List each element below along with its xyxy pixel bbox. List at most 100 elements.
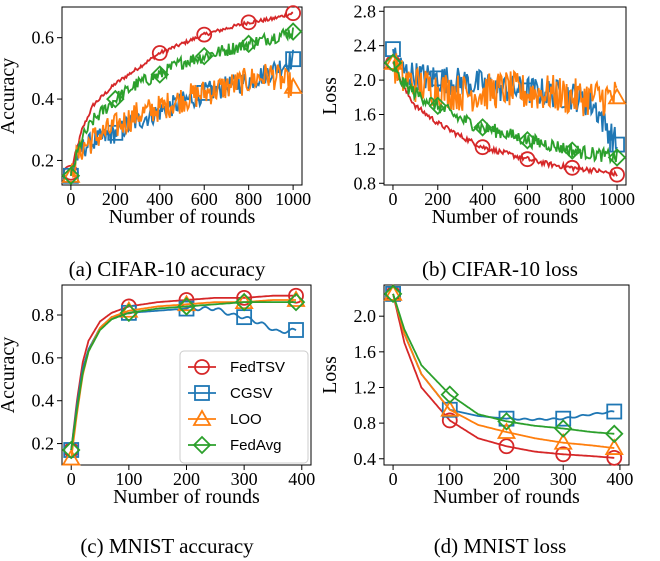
marker-diamond	[383, 284, 403, 304]
marker-triangle	[61, 165, 81, 183]
marker-diamond	[177, 297, 196, 316]
y-tick-label: 2.4	[354, 36, 377, 56]
x-tick-label: 300	[550, 469, 577, 489]
x-tick-label: 0	[389, 469, 398, 489]
caption-c: (c) MNIST accuracy	[80, 534, 254, 558]
axes-frame	[61, 6, 303, 186]
legend-box	[179, 350, 309, 464]
legend-label-cgsv: CGSV	[230, 385, 273, 402]
marker-diamond	[604, 424, 624, 444]
y-tick-label: 0.8	[354, 173, 377, 193]
x-tick-label: 300	[231, 469, 258, 489]
y-axis-label: Loss	[319, 356, 341, 394]
series-line-fedavg	[70, 301, 296, 451]
y-tick-label: 2.8	[354, 1, 377, 21]
marker-diamond	[194, 46, 214, 66]
legend-label-fedtsv: FedTSV	[230, 359, 285, 376]
marker-triangle	[192, 409, 212, 426]
marker-circle	[519, 151, 536, 168]
marker-diamond	[234, 292, 254, 312]
marker-diamond	[428, 96, 448, 116]
y-tick-label: 0.8	[354, 413, 377, 433]
chart-panel-0: 0 200 400 600 800 1000 0.2 0.4 0.6 Number of roun…	[0, 5, 311, 228]
marker-square	[107, 124, 124, 141]
marker-circle	[564, 159, 581, 176]
marker-circle	[498, 438, 515, 455]
marker-diamond	[553, 419, 573, 438]
chart-panel-1: 0 200 400 600 800 1000 0.8 1.2 1.6 2.0 2.4 2.8 Numbe…	[319, 1, 635, 228]
marker-diamond	[106, 89, 125, 109]
marker-triangle	[607, 87, 627, 105]
marker-circle	[151, 45, 168, 61]
y-tick-label: 2.0	[354, 70, 377, 90]
series-line-fedtsv	[70, 11, 294, 173]
x-tick-label: 0	[67, 469, 76, 489]
x-tick-label: 0	[66, 189, 75, 209]
chart-panel-2: 0 100 200 300 400 0.2 0.4 0.6 0.8 Number of round…	[0, 284, 315, 508]
marker-diamond	[383, 53, 403, 73]
marker-diamond	[518, 131, 537, 150]
marker-circle	[555, 446, 572, 463]
x-tick-label: 400	[469, 189, 496, 209]
marker-diamond	[286, 292, 306, 312]
axes-frame	[383, 6, 627, 186]
series-line-fedavg	[70, 27, 294, 176]
marker-triangle	[383, 53, 403, 70]
y-tick-label: 0.2	[32, 150, 55, 170]
series-line-fedtsv	[392, 293, 615, 459]
marker-circle	[194, 359, 210, 375]
marker-triangle	[440, 399, 460, 417]
x-tick-label: 100	[115, 469, 142, 489]
x-tick-label: 400	[288, 469, 315, 489]
series-line-loo	[70, 63, 294, 178]
marker-triangle	[383, 284, 403, 301]
x-tick-label: 400	[146, 189, 173, 209]
x-tick-label: 600	[191, 189, 218, 209]
series-line-cgsv	[392, 293, 615, 422]
y-tick-label: 0.6	[32, 28, 55, 48]
series-line-loo	[70, 299, 296, 459]
series-line-fedavg	[392, 293, 615, 435]
y-tick-label: 0.4	[32, 391, 55, 411]
y-axis-label: Accuracy	[0, 58, 19, 135]
y-axis-label: Loss	[319, 77, 341, 115]
caption-d: (d) MNIST loss	[434, 534, 567, 558]
marker-triangle	[283, 76, 303, 94]
x-tick-label: 200	[102, 189, 129, 209]
x-tick-label: 400	[606, 469, 633, 489]
marker-triangle	[604, 438, 624, 455]
x-tick-label: 100	[436, 469, 463, 489]
marker-diamond	[119, 303, 139, 323]
x-tick-label: 200	[424, 189, 451, 209]
marker-triangle	[61, 448, 81, 466]
y-tick-label: 1.6	[354, 104, 377, 124]
marker-circle	[441, 412, 458, 429]
y-tick-label: 0.2	[32, 434, 55, 454]
marker-diamond	[283, 22, 303, 41]
marker-diamond	[61, 166, 81, 186]
caption-a: (a) CIFAR-10 accuracy	[69, 257, 266, 281]
x-tick-label: 1000	[599, 189, 635, 209]
marker-diamond	[497, 412, 516, 431]
marker-circle	[196, 26, 213, 43]
legend-label-loo: LOO	[230, 411, 262, 428]
x-axis-label: Number of rounds	[432, 206, 579, 228]
marker-circle	[285, 5, 302, 22]
y-axis-label: Accuracy	[0, 337, 19, 414]
x-tick-label: 1000	[275, 189, 311, 209]
y-tick-label: 2.0	[354, 306, 377, 326]
x-tick-label: 200	[493, 469, 520, 489]
legend: FedTSV CGSV LOO FedAvg	[179, 350, 309, 464]
marker-diamond	[473, 118, 492, 137]
marker-circle	[606, 449, 623, 466]
x-tick-label: 200	[173, 469, 200, 489]
x-tick-label: 800	[559, 189, 586, 209]
y-tick-label: 0.8	[32, 305, 55, 325]
x-tick-label: 600	[514, 189, 541, 209]
marker-circle	[240, 14, 257, 31]
y-tick-label: 1.2	[354, 377, 377, 397]
marker-circle	[236, 289, 253, 306]
chart-panel-3: 0 100 200 300 400 0.4 0.8 1.2 1.6 2.0 Number of ro…	[319, 284, 633, 508]
marker-triangle	[553, 432, 573, 450]
